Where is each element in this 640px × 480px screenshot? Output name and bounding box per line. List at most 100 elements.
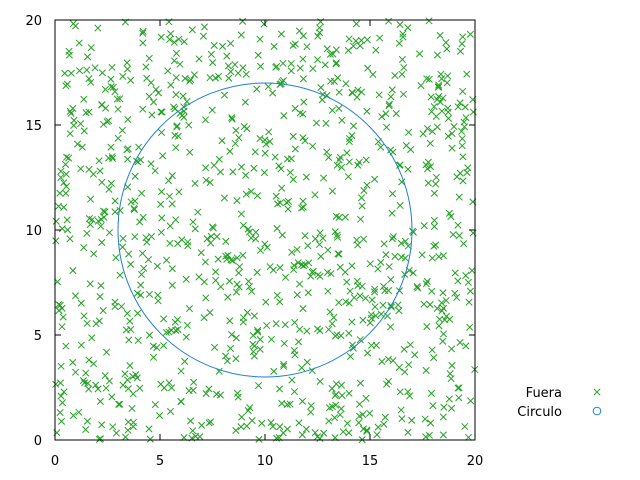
data-point — [301, 232, 309, 240]
data-point — [226, 317, 234, 325]
data-point — [105, 185, 113, 193]
data-point — [172, 144, 180, 152]
data-point — [64, 226, 72, 234]
data-point — [343, 419, 352, 427]
data-point — [80, 244, 88, 252]
data-point — [328, 320, 336, 328]
data-point — [309, 65, 317, 73]
data-point — [396, 388, 404, 396]
data-point — [459, 177, 467, 185]
data-point — [87, 44, 95, 52]
data-point — [362, 294, 370, 302]
data-point — [63, 153, 71, 161]
data-point — [355, 419, 363, 427]
data-point — [145, 54, 153, 62]
data-point — [294, 259, 302, 267]
data-point — [249, 340, 257, 348]
data-point — [138, 249, 147, 257]
data-point — [160, 341, 168, 350]
data-point — [448, 345, 456, 353]
data-point — [91, 64, 99, 72]
plot-circle-layer — [117, 82, 413, 378]
data-point — [435, 322, 443, 330]
data-point — [57, 167, 65, 175]
data-point — [298, 397, 307, 405]
data-point — [200, 314, 208, 322]
data-point — [399, 33, 407, 41]
data-point — [366, 409, 374, 417]
data-point — [338, 391, 346, 400]
data-point — [288, 376, 296, 384]
data-point — [65, 47, 73, 55]
data-point — [339, 428, 347, 436]
data-point — [448, 129, 456, 138]
data-point — [220, 91, 229, 99]
data-point — [395, 363, 403, 372]
data-point — [331, 228, 339, 236]
data-point — [354, 241, 362, 249]
data-point — [279, 429, 287, 437]
data-point — [299, 262, 308, 270]
data-point — [124, 155, 132, 163]
data-point — [148, 111, 156, 119]
data-point — [434, 83, 442, 91]
data-point — [338, 163, 346, 171]
data-point — [173, 123, 181, 131]
data-point — [302, 173, 310, 181]
data-point — [153, 262, 161, 270]
data-point — [350, 294, 358, 302]
data-point — [77, 341, 85, 349]
data-point — [430, 189, 438, 197]
data-point — [73, 140, 82, 148]
data-point — [433, 51, 442, 59]
data-point — [134, 336, 142, 344]
data-point — [179, 92, 187, 100]
data-point — [138, 189, 146, 197]
data-point — [85, 75, 93, 83]
data-point — [178, 111, 186, 119]
data-point — [399, 90, 408, 98]
data-point — [422, 433, 430, 441]
data-point — [158, 108, 166, 116]
data-point — [301, 137, 309, 145]
data-point — [398, 70, 406, 78]
data-point — [448, 144, 456, 152]
data-point — [184, 238, 192, 246]
data-point — [85, 214, 94, 223]
data-point — [111, 88, 119, 96]
data-point — [386, 323, 395, 331]
legend-marker-fuera — [593, 388, 601, 396]
data-point — [356, 379, 365, 387]
data-point — [355, 400, 364, 408]
data-point — [63, 216, 71, 224]
data-point — [299, 197, 307, 205]
data-point — [462, 271, 470, 280]
data-point — [439, 337, 447, 345]
data-point — [239, 318, 247, 326]
data-point — [96, 397, 104, 406]
data-point — [336, 411, 344, 419]
data-point — [424, 158, 432, 166]
data-point — [440, 403, 448, 411]
data-point — [442, 296, 450, 305]
data-point — [311, 429, 319, 437]
data-point — [438, 107, 446, 115]
data-point — [94, 385, 102, 393]
data-point — [377, 143, 385, 151]
data-point — [206, 178, 214, 187]
data-point — [278, 184, 286, 192]
data-point — [276, 298, 284, 306]
data-point — [267, 335, 276, 343]
data-point — [307, 408, 315, 416]
data-point — [59, 313, 67, 321]
data-point — [320, 429, 328, 437]
data-point — [332, 401, 340, 409]
data-point — [247, 187, 255, 195]
data-point — [421, 415, 429, 423]
data-point — [276, 264, 284, 272]
data-point — [278, 399, 286, 407]
data-point — [239, 251, 247, 259]
data-point — [57, 173, 65, 182]
data-point — [99, 207, 107, 215]
data-point — [99, 120, 108, 128]
